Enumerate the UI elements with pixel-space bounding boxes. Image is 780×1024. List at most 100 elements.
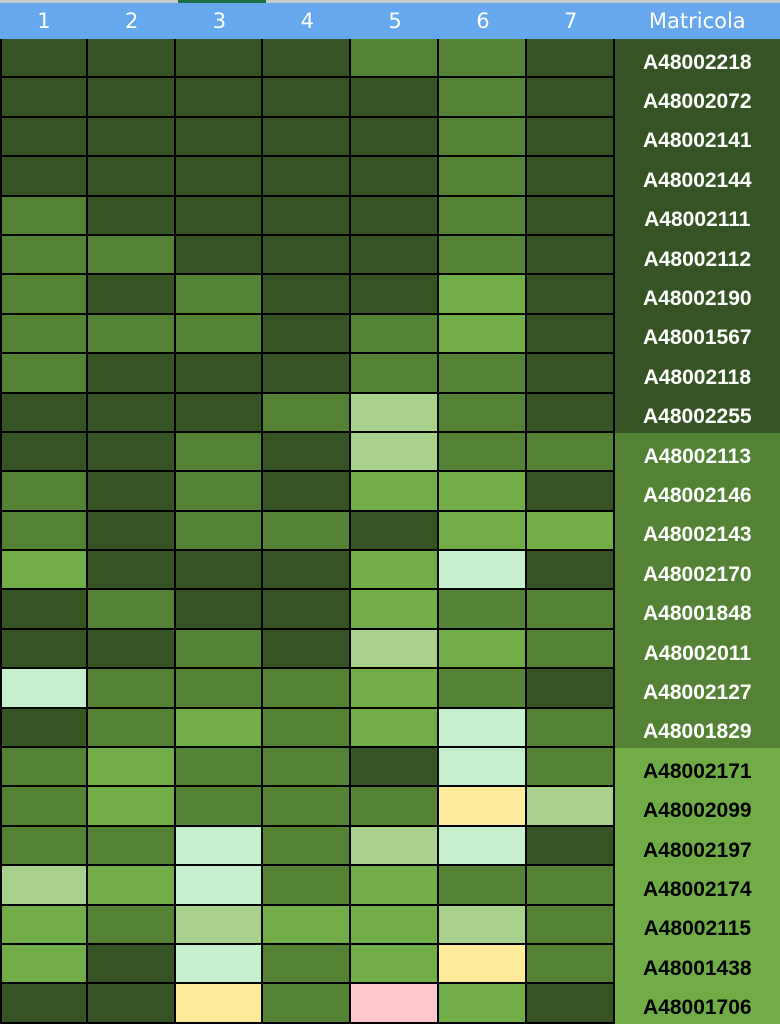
heatmap-cell[interactable] [526, 629, 615, 670]
heatmap-cell[interactable] [526, 196, 615, 236]
matricola-cell[interactable]: A48002171 [614, 748, 780, 788]
heatmap-cell[interactable] [263, 905, 352, 945]
heatmap-cell[interactable] [0, 551, 88, 591]
heatmap-cell[interactable] [438, 472, 527, 512]
heatmap-cell[interactable] [263, 629, 352, 670]
column-header-3[interactable]: 3 [212, 9, 227, 33]
heatmap-cell[interactable] [526, 590, 615, 630]
heatmap-cell[interactable] [526, 748, 615, 788]
heatmap-cell[interactable] [351, 393, 439, 433]
heatmap-cell[interactable] [263, 866, 352, 906]
heatmap-cell[interactable] [263, 748, 352, 788]
heatmap-cell[interactable] [175, 117, 264, 158]
matricola-cell[interactable]: A48002111 [614, 196, 780, 236]
matricola-cell[interactable]: A48002174 [614, 866, 780, 906]
heatmap-cell[interactable] [175, 157, 264, 197]
heatmap-cell[interactable] [526, 866, 615, 906]
heatmap-cell[interactable] [526, 393, 615, 433]
heatmap-cell[interactable] [263, 787, 352, 827]
heatmap-cell[interactable] [0, 787, 88, 827]
matricola-cell[interactable]: A48002170 [614, 551, 780, 591]
heatmap-cell[interactable] [87, 235, 176, 276]
heatmap-cell[interactable] [0, 629, 88, 670]
heatmap-cell[interactable] [438, 787, 527, 827]
heatmap-cell[interactable] [263, 944, 352, 985]
heatmap-cell[interactable] [87, 117, 176, 158]
heatmap-cell[interactable] [175, 432, 264, 473]
heatmap-cell[interactable] [87, 748, 176, 788]
heatmap-cell[interactable] [351, 984, 439, 1024]
heatmap-cell[interactable] [175, 196, 264, 236]
heatmap-cell[interactable] [0, 944, 88, 985]
matricola-cell[interactable]: A48002099 [614, 787, 780, 827]
matricola-cell[interactable]: A48002143 [614, 511, 780, 552]
heatmap-cell[interactable] [263, 39, 352, 79]
heatmap-cell[interactable] [175, 472, 264, 512]
matricola-cell[interactable]: A48002112 [614, 235, 780, 276]
heatmap-cell[interactable] [0, 235, 88, 276]
heatmap-cell[interactable] [263, 393, 352, 433]
heatmap-cell[interactable] [263, 590, 352, 630]
matricola-cell[interactable]: A48001706 [614, 984, 780, 1024]
heatmap-cell[interactable] [175, 393, 264, 433]
heatmap-cell[interactable] [351, 117, 439, 158]
heatmap-cell[interactable] [351, 629, 439, 670]
heatmap-cell[interactable] [175, 866, 264, 906]
heatmap-cell[interactable] [87, 905, 176, 945]
matricola-cell[interactable]: A48002146 [614, 472, 780, 512]
heatmap-cell[interactable] [175, 905, 264, 945]
heatmap-cell[interactable] [438, 39, 527, 79]
heatmap-cell[interactable] [438, 196, 527, 236]
heatmap-cell[interactable] [87, 511, 176, 552]
heatmap-cell[interactable] [263, 196, 352, 236]
heatmap-cell[interactable] [351, 787, 439, 827]
heatmap-cell[interactable] [87, 984, 176, 1024]
heatmap-cell[interactable] [0, 511, 88, 552]
heatmap-cell[interactable] [351, 314, 439, 355]
heatmap-cell[interactable] [438, 866, 527, 906]
heatmap-cell[interactable] [438, 432, 527, 473]
heatmap-cell[interactable] [0, 196, 88, 236]
heatmap-cell[interactable] [438, 551, 527, 591]
heatmap-cell[interactable] [438, 629, 527, 670]
heatmap-cell[interactable] [526, 708, 615, 749]
matricola-cell[interactable]: A48002255 [614, 393, 780, 433]
heatmap-cell[interactable] [87, 157, 176, 197]
heatmap-cell[interactable] [0, 708, 88, 749]
heatmap-cell[interactable] [351, 354, 439, 394]
heatmap-cell[interactable] [526, 787, 615, 827]
heatmap-cell[interactable] [0, 393, 88, 433]
heatmap-cell[interactable] [351, 39, 439, 79]
heatmap-cell[interactable] [351, 196, 439, 236]
heatmap-cell[interactable] [87, 944, 176, 985]
heatmap-cell[interactable] [438, 393, 527, 433]
heatmap-cell[interactable] [438, 984, 527, 1024]
matricola-cell[interactable]: A48002141 [614, 117, 780, 158]
heatmap-cell[interactable] [175, 708, 264, 749]
matricola-cell[interactable]: A48001567 [614, 314, 780, 355]
matricola-cell[interactable]: A48002118 [614, 354, 780, 394]
heatmap-cell[interactable] [526, 314, 615, 355]
heatmap-cell[interactable] [438, 944, 527, 985]
heatmap-cell[interactable] [351, 551, 439, 591]
heatmap-cell[interactable] [87, 787, 176, 827]
heatmap-cell[interactable] [438, 511, 527, 552]
column-header-5[interactable]: 5 [388, 9, 402, 33]
heatmap-cell[interactable] [438, 235, 527, 276]
heatmap-cell[interactable] [175, 826, 264, 867]
heatmap-cell[interactable] [0, 905, 88, 945]
heatmap-cell[interactable] [0, 748, 88, 788]
heatmap-cell[interactable] [351, 905, 439, 945]
heatmap-cell[interactable] [263, 78, 352, 118]
heatmap-cell[interactable] [175, 314, 264, 355]
column-header-7[interactable]: 7 [563, 9, 578, 33]
heatmap-cell[interactable] [351, 826, 439, 867]
heatmap-cell[interactable] [438, 748, 527, 788]
matricola-cell[interactable]: A48002072 [614, 78, 780, 118]
matricola-cell[interactable]: A48002144 [614, 157, 780, 197]
heatmap-cell[interactable] [175, 590, 264, 630]
heatmap-cell[interactable] [351, 275, 439, 315]
heatmap-cell[interactable] [263, 826, 352, 867]
heatmap-cell[interactable] [351, 748, 439, 788]
column-header-6[interactable]: 6 [476, 9, 490, 33]
